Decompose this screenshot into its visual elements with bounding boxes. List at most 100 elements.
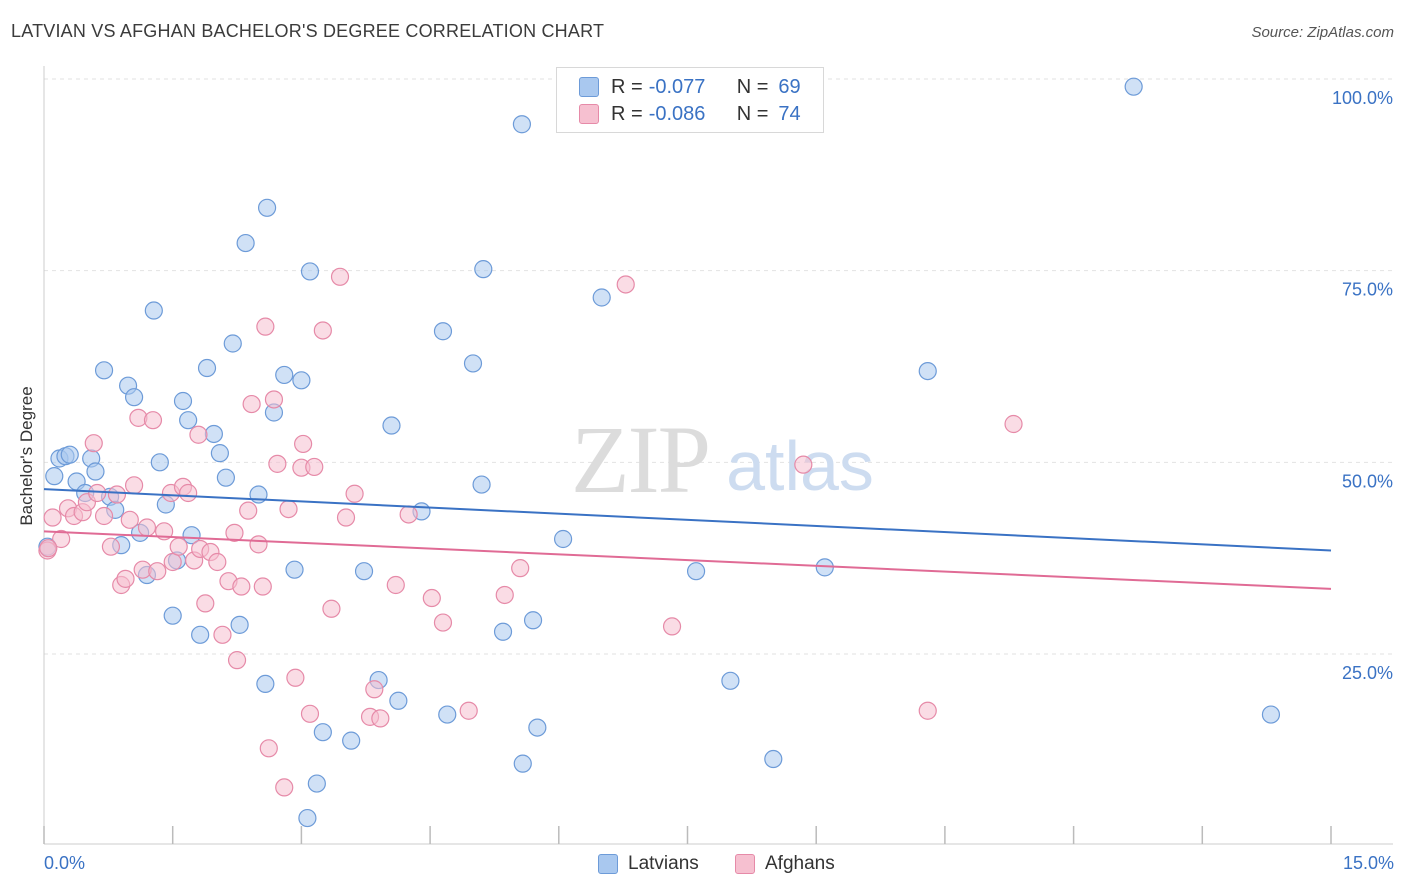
data-point-afghans bbox=[88, 483, 107, 503]
grid-lines bbox=[44, 78, 1393, 655]
data-point-afghans bbox=[39, 539, 58, 558]
data-point-afghans bbox=[189, 425, 208, 444]
data-point-latvians bbox=[313, 723, 332, 742]
legend-n-label: N = bbox=[736, 102, 769, 125]
legend-row-latvians: R = -0.077 N = 69 bbox=[579, 75, 801, 99]
data-point-afghans bbox=[279, 500, 298, 519]
data-point-afghans bbox=[422, 588, 441, 608]
data-point-afghans bbox=[495, 585, 514, 605]
data-point-afghans bbox=[336, 508, 356, 527]
data-point-afghans bbox=[616, 275, 635, 294]
data-point-latvians bbox=[342, 731, 361, 750]
bottom-legend-swatch-afghans bbox=[735, 854, 755, 874]
data-point-latvians bbox=[918, 362, 937, 381]
bottom-legend-afghans: Afghans bbox=[735, 852, 835, 876]
watermark: ZIP atlas bbox=[571, 406, 874, 513]
data-point-afghans bbox=[305, 457, 324, 477]
data-point-latvians bbox=[354, 562, 374, 581]
watermark-zip: ZIP bbox=[571, 406, 709, 513]
data-point-latvians bbox=[150, 453, 169, 472]
data-point-afghans bbox=[286, 668, 305, 687]
data-point-latvians bbox=[94, 361, 114, 380]
data-point-latvians bbox=[512, 115, 532, 134]
data-point-afghans bbox=[294, 434, 313, 454]
data-point-afghans bbox=[208, 552, 227, 572]
data-point-afghans bbox=[120, 510, 139, 529]
y-tick-label: 75.0% bbox=[1342, 280, 1393, 300]
data-point-latvians bbox=[236, 233, 255, 253]
data-point-afghans bbox=[313, 321, 332, 340]
data-point-latvians bbox=[204, 424, 223, 444]
data-point-latvians bbox=[86, 462, 105, 481]
data-points bbox=[38, 77, 1281, 828]
data-point-afghans bbox=[137, 518, 157, 537]
legend-r-label: R = bbox=[611, 75, 643, 98]
data-point-afghans bbox=[101, 537, 121, 556]
trend-line-latvians bbox=[43, 488, 1332, 552]
data-point-afghans bbox=[322, 599, 341, 618]
data-point-afghans bbox=[239, 501, 258, 520]
correlation-legend: R = -0.077 N = 69 R = -0.086 N = 74 bbox=[556, 67, 824, 133]
data-point-afghans bbox=[84, 434, 103, 453]
data-point-latvians bbox=[493, 622, 513, 641]
data-point-afghans bbox=[511, 559, 530, 578]
data-point-afghans bbox=[107, 485, 127, 504]
data-point-latvians bbox=[191, 625, 210, 644]
data-point-latvians bbox=[300, 262, 320, 281]
x-tick-label-max: 15.0% bbox=[1342, 853, 1394, 873]
bottom-legend-label-latvians: Latvians bbox=[628, 853, 699, 874]
data-point-afghans bbox=[143, 411, 163, 430]
y-axis-label: Bachelor's Degree bbox=[17, 386, 36, 526]
data-point-afghans bbox=[116, 569, 135, 588]
data-point-afghans bbox=[264, 390, 284, 409]
data-point-latvians bbox=[257, 198, 277, 217]
data-point-latvians bbox=[256, 674, 275, 694]
data-point-latvians bbox=[144, 301, 163, 320]
data-point-latvians bbox=[463, 354, 483, 373]
y-tick-label: 100.0% bbox=[1332, 88, 1393, 108]
data-point-afghans bbox=[213, 625, 232, 644]
data-point-latvians bbox=[1124, 77, 1143, 96]
data-point-latvians bbox=[60, 445, 79, 464]
data-point-latvians bbox=[389, 691, 408, 710]
data-point-latvians bbox=[124, 388, 144, 407]
y-tick-label: 50.0% bbox=[1342, 471, 1393, 491]
data-point-latvians bbox=[472, 475, 491, 494]
data-point-afghans bbox=[345, 484, 364, 503]
data-point-afghans bbox=[94, 506, 114, 526]
data-point-latvians bbox=[528, 718, 547, 737]
data-point-latvians bbox=[686, 562, 706, 581]
data-point-afghans bbox=[259, 739, 278, 758]
data-point-afghans bbox=[365, 680, 384, 699]
x-tick-label-min: 0.0% bbox=[44, 853, 86, 873]
data-point-latvians bbox=[523, 611, 543, 630]
trend-line-afghans bbox=[43, 530, 1332, 590]
data-point-latvians bbox=[210, 444, 229, 463]
legend-r-value-latvians: -0.077 bbox=[648, 75, 706, 98]
data-point-afghans bbox=[433, 613, 453, 632]
data-point-afghans bbox=[1004, 414, 1023, 434]
legend-n-value-afghans: 74 bbox=[778, 102, 801, 125]
legend-n-value-latvians: 69 bbox=[778, 75, 801, 98]
data-point-afghans bbox=[330, 267, 350, 286]
data-point-afghans bbox=[227, 651, 247, 670]
bottom-legend-latvians: Latvians bbox=[598, 852, 699, 876]
data-point-latvians bbox=[230, 615, 249, 634]
data-point-afghans bbox=[268, 454, 287, 473]
data-point-latvians bbox=[298, 808, 317, 828]
data-point-afghans bbox=[275, 778, 294, 797]
data-point-latvians bbox=[382, 416, 401, 435]
data-point-latvians bbox=[513, 754, 532, 773]
legend-swatch-latvians bbox=[579, 77, 599, 97]
data-point-latvians bbox=[182, 526, 201, 545]
data-point-afghans bbox=[371, 709, 390, 728]
legend-r-value-afghans: -0.086 bbox=[648, 102, 706, 125]
data-point-latvians bbox=[764, 749, 783, 769]
data-point-latvians bbox=[179, 411, 198, 430]
data-point-latvians bbox=[216, 468, 235, 487]
data-point-afghans bbox=[179, 483, 198, 503]
data-point-afghans bbox=[124, 476, 144, 495]
data-point-afghans bbox=[300, 704, 320, 723]
data-point-afghans bbox=[196, 594, 215, 613]
data-point-afghans bbox=[249, 535, 268, 554]
